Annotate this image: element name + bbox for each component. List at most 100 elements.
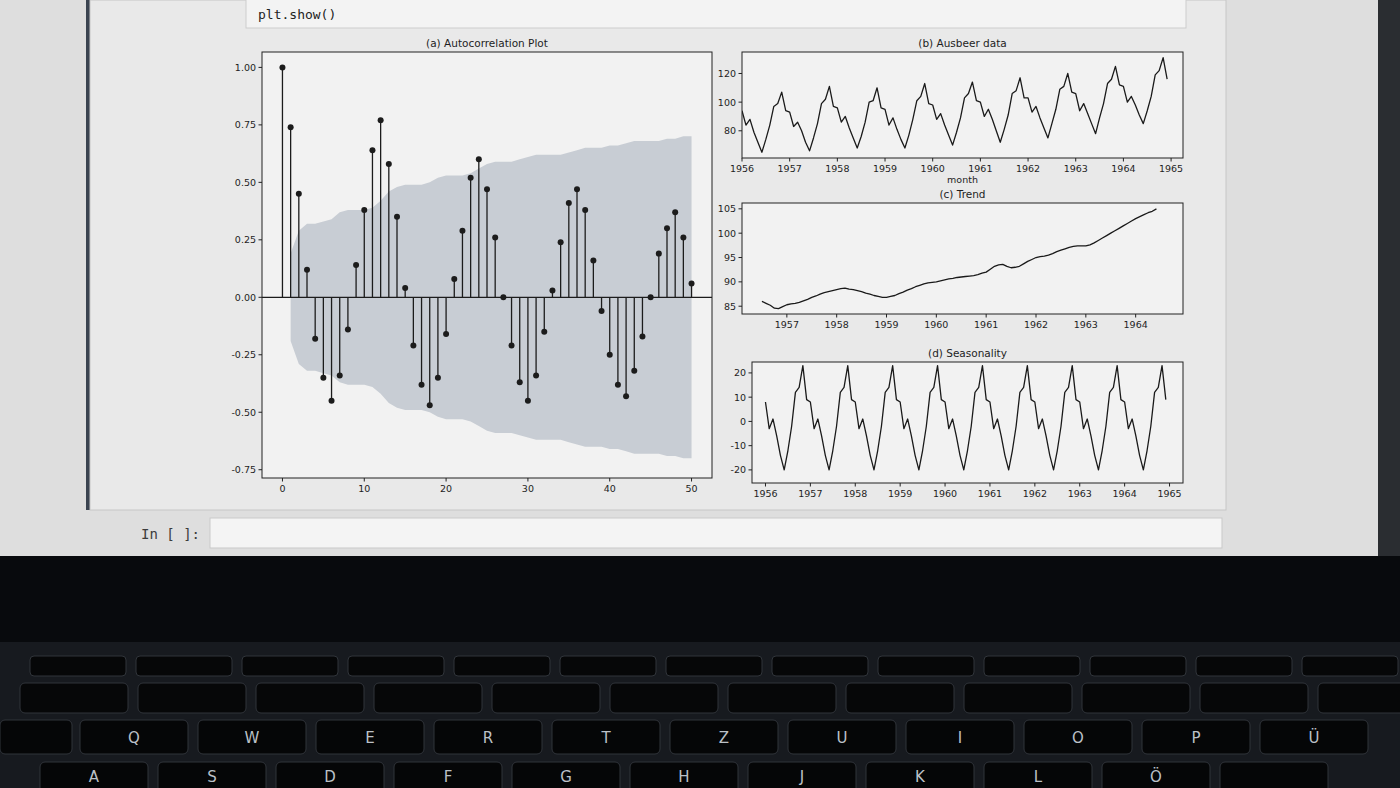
y-tick — [259, 412, 263, 413]
stem — [658, 254, 659, 298]
key — [866, 762, 974, 788]
y-tick-label: -10 — [730, 440, 746, 451]
key — [788, 720, 896, 754]
marks — [742, 58, 1167, 153]
y-tick — [259, 239, 263, 240]
x-tick-label: 1958 — [825, 163, 849, 174]
y-tick-label: -0.25 — [231, 349, 256, 360]
screen — [0, 0, 1400, 556]
stem-marker — [288, 124, 294, 130]
x-tick — [1135, 314, 1136, 318]
x-tick — [1075, 158, 1076, 162]
key — [242, 656, 338, 676]
key — [1196, 656, 1292, 676]
y-tick — [259, 67, 263, 68]
panel: 1957195819591960196119621963196485909510… — [718, 188, 1183, 330]
x-tick-label: 1960 — [921, 163, 945, 174]
key — [0, 720, 72, 754]
stem-marker — [378, 117, 384, 123]
key — [20, 683, 128, 713]
x-tick — [786, 314, 787, 318]
x-tick-label: 1957 — [798, 488, 822, 499]
stem-marker — [689, 281, 695, 287]
stem — [544, 297, 545, 331]
x-tick — [364, 478, 365, 482]
stem — [339, 297, 340, 375]
stem-marker — [664, 225, 670, 231]
stem — [609, 297, 610, 354]
stem-marker — [590, 258, 596, 264]
x-tick — [527, 478, 528, 482]
stem — [380, 120, 381, 297]
stem — [486, 189, 487, 297]
stem-marker — [631, 368, 637, 374]
y-tick-label: 95 — [724, 252, 736, 263]
key-label: I — [958, 729, 962, 747]
y-tick-label: 0 — [740, 416, 746, 427]
stem — [306, 270, 307, 298]
stem-marker — [574, 186, 580, 192]
key-label: D — [324, 768, 336, 786]
series-line — [765, 366, 1165, 470]
key — [434, 720, 542, 754]
x-tick-label: 1961 — [974, 319, 998, 330]
confidence-band-lower — [291, 297, 692, 458]
x-tick — [765, 483, 766, 487]
key-label: F — [444, 768, 453, 786]
stem — [617, 297, 618, 384]
bezel — [0, 556, 1400, 642]
stem-marker — [329, 398, 335, 404]
stem-marker — [312, 336, 318, 342]
x-tick-label: 20 — [440, 483, 452, 494]
input-cell — [210, 518, 1222, 548]
stem-marker — [476, 156, 482, 162]
stem-marker — [394, 214, 400, 220]
x-tick — [691, 478, 692, 482]
x-tick — [936, 314, 937, 318]
stem-marker — [533, 372, 539, 378]
key-label: W — [245, 729, 260, 747]
x-tick-label: 1959 — [873, 163, 897, 174]
stage: plt.show()In [ ]:01020304050-0.75-0.50-0… — [0, 0, 1400, 788]
stem-marker — [582, 207, 588, 213]
x-tick-label: 1960 — [933, 488, 957, 499]
x-tick-label: 50 — [685, 483, 697, 494]
plot-area — [752, 362, 1183, 483]
x-tick — [837, 158, 838, 162]
key — [610, 683, 718, 713]
key — [772, 656, 868, 676]
key-label: Ö — [1150, 767, 1162, 786]
x-tick-label: 1958 — [843, 488, 867, 499]
x-tick — [446, 478, 447, 482]
x-tick — [885, 158, 886, 162]
stem-marker — [427, 402, 433, 408]
stem — [642, 297, 643, 336]
stem-marker — [459, 228, 465, 234]
key — [136, 656, 232, 676]
key — [1082, 683, 1190, 713]
y-tick — [259, 124, 263, 125]
stem-marker — [353, 262, 359, 268]
stem — [315, 297, 316, 338]
y-tick-label: 105 — [718, 203, 736, 214]
x-tick-label: 1961 — [968, 163, 992, 174]
stem — [355, 265, 356, 297]
key — [198, 720, 306, 754]
plot-area — [742, 52, 1183, 158]
x-tick-label: 1958 — [825, 319, 849, 330]
key-label: Ü — [1309, 728, 1320, 747]
x-tick-label: 1957 — [778, 163, 802, 174]
x-tick — [1085, 314, 1086, 318]
x-tick-label: 1964 — [1113, 488, 1137, 499]
key — [1302, 656, 1398, 676]
panel-title: (b) Ausbeer data — [918, 37, 1006, 49]
key-label: L — [1034, 768, 1043, 786]
y-tick-label: 0.25 — [235, 234, 256, 245]
axes-frame — [752, 362, 1183, 483]
x-tick-label: 10 — [358, 483, 370, 494]
key-label: A — [89, 768, 100, 786]
x-tick — [980, 158, 981, 162]
stem — [511, 297, 512, 345]
x-axis-title: month — [947, 174, 978, 185]
key-label: S — [207, 768, 217, 786]
